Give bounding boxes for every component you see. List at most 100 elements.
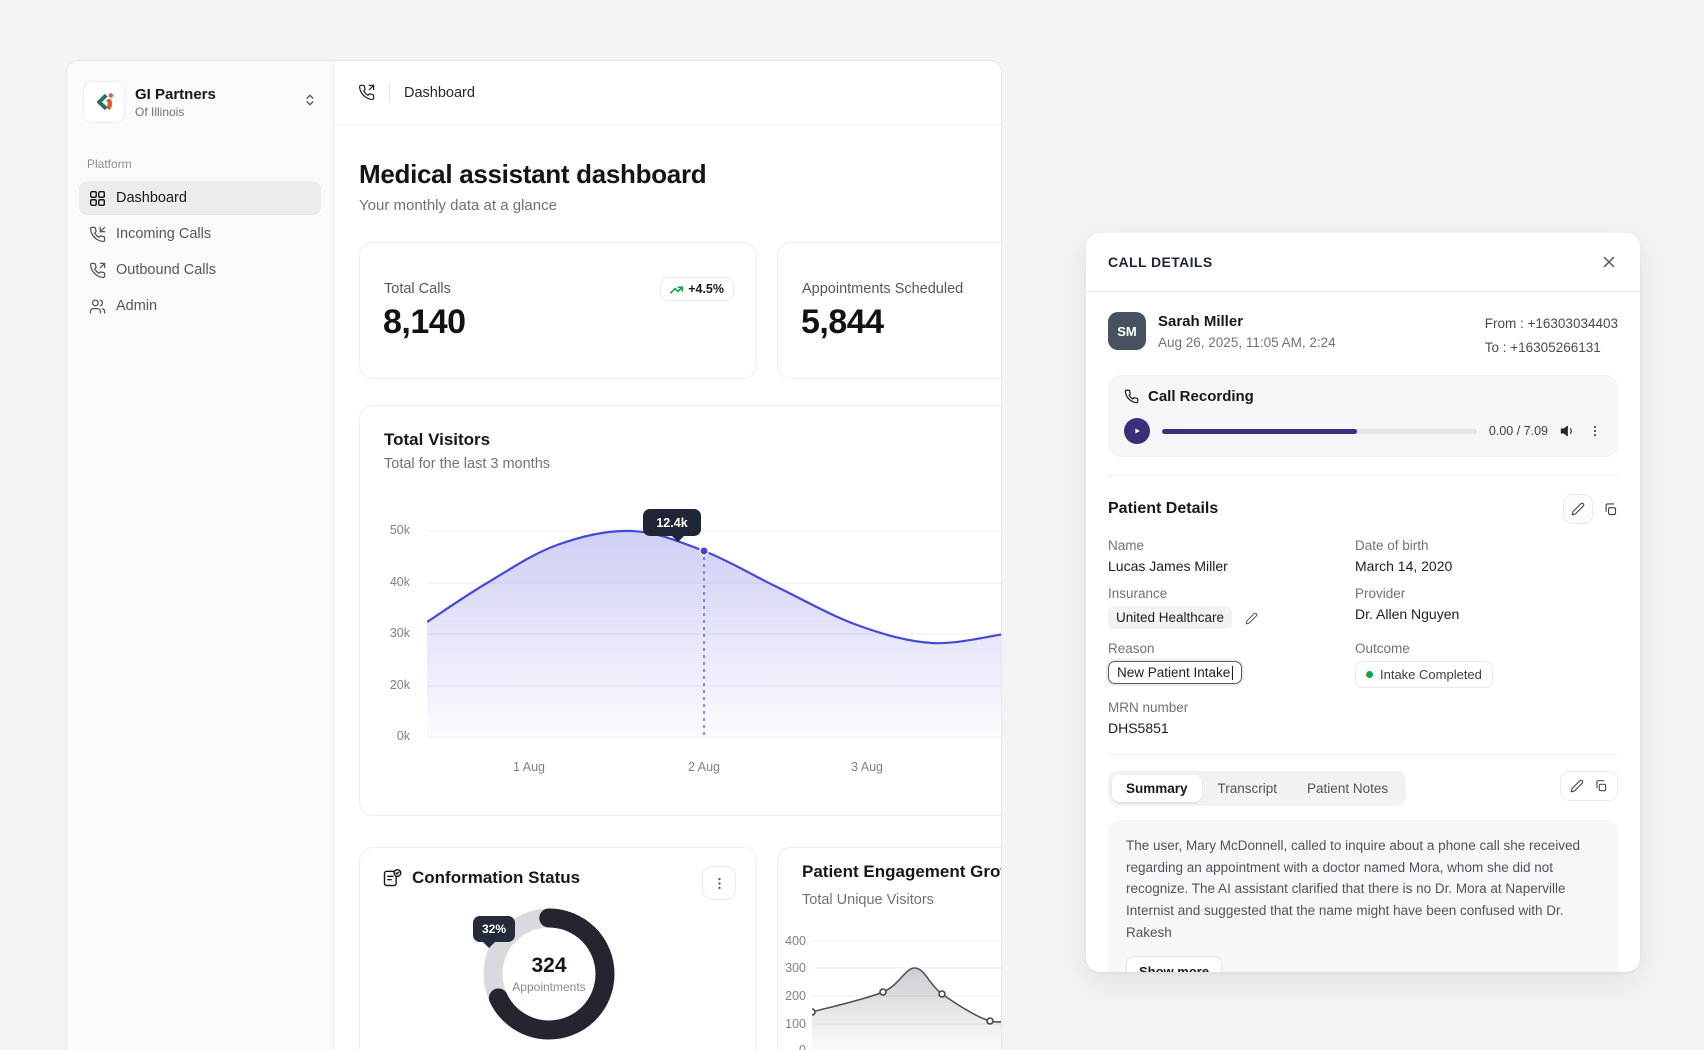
summary-text: The user, Mary McDonnell, called to inqu… <box>1126 838 1581 940</box>
gi-partners-logo-icon <box>96 93 114 111</box>
volume-icon[interactable] <box>1560 423 1576 439</box>
tab-patient-notes[interactable]: Patient Notes <box>1293 775 1402 802</box>
edit-summary-button[interactable] <box>1570 779 1584 793</box>
edit-button[interactable] <box>1563 494 1593 525</box>
call-recording-section: Call Recording 0.00 / 7.09 <box>1108 375 1618 458</box>
chart-tooltip-value: 12.4k <box>656 515 688 530</box>
sidebar-item-label: Incoming Calls <box>116 226 212 242</box>
close-button[interactable] <box>1600 253 1618 271</box>
patient-engagement-card: Patient Engagement Growth Total Unique V… <box>777 847 1001 1050</box>
engagement-line-chart <box>812 940 1001 1050</box>
copy-summary-button[interactable] <box>1594 779 1608 793</box>
divider <box>1108 475 1618 477</box>
sidebar-item-outbound-calls[interactable]: Outbound Calls <box>79 253 321 287</box>
kebab-menu-icon <box>717 877 721 889</box>
y-axis-tick: 30k <box>389 626 410 640</box>
donut-value: 324 <box>531 954 567 977</box>
org-name: GI Partners <box>135 85 216 103</box>
stat-value: 5,844 <box>801 303 884 341</box>
stat-card-total-calls: Total Calls +4.5% 8,140 <box>359 242 757 379</box>
field-dob: Date of birth March 14, 2020 <box>1355 538 1618 574</box>
panel-header: CALL DETAILS <box>1086 233 1640 292</box>
reason-value: New Patient Intake <box>1117 665 1231 681</box>
phone-icon <box>1124 389 1139 404</box>
y-axis-tick: 40k <box>389 575 410 589</box>
show-more-button[interactable]: Show more <box>1126 956 1223 972</box>
breadcrumb-bar: Dashboard <box>334 61 1001 125</box>
copy-button[interactable] <box>1603 502 1618 517</box>
x-axis-tick: 1 Aug <box>513 760 545 774</box>
close-icon <box>1603 256 1615 268</box>
chart-tooltip: 12.4k <box>643 509 701 542</box>
status-dot <box>1366 671 1373 679</box>
reason-input[interactable]: New Patient Intake <box>1108 661 1243 685</box>
divider <box>1108 754 1618 756</box>
donut-percentage-value: 32% <box>482 922 507 936</box>
patient-details-header: Patient Details <box>1108 494 1618 525</box>
x-axis-tick: 3 Aug <box>851 760 883 774</box>
card-title: Conformation Status <box>412 868 581 887</box>
sidebar-item-dashboard[interactable]: Dashboard <box>79 181 321 215</box>
caller-name: Sarah Miller <box>1158 313 1244 330</box>
y-axis-tick: 0 <box>799 1043 806 1050</box>
sidebar-item-label: Dashboard <box>116 190 187 206</box>
edit-insurance-button[interactable] <box>1245 612 1258 625</box>
sidebar-item-admin[interactable]: Admin <box>79 289 321 323</box>
copy-icon <box>1605 503 1617 515</box>
stat-trend-value: +4.5% <box>688 282 724 296</box>
call-numbers: From : +16303034403 To : +16305266131 <box>1485 312 1618 359</box>
player-menu-icon[interactable] <box>1588 424 1602 438</box>
org-switcher[interactable]: GI Partners Of Illinois <box>79 77 321 123</box>
chart-subtitle: Total for the last 3 months <box>384 456 551 472</box>
trending-up-icon <box>670 285 684 294</box>
clipboard-check-icon <box>383 868 402 887</box>
card-menu-button[interactable] <box>702 866 736 900</box>
stats-row: Total Calls +4.5% 8,140 Appointments Sch… <box>359 242 1001 379</box>
donut-unit: Appointments <box>512 980 586 994</box>
y-axis-tick: 300 <box>785 961 806 975</box>
progress-fill <box>1162 428 1358 434</box>
recording-title: Call Recording <box>1148 388 1254 406</box>
tab-transcript[interactable]: Transcript <box>1204 775 1292 802</box>
play-icon <box>1135 428 1140 434</box>
insurance-chip[interactable]: United Healthcare <box>1108 606 1233 630</box>
stat-label: Appointments Scheduled <box>802 281 964 297</box>
stat-trend-badge: +4.5% <box>660 277 734 301</box>
sidebar-item-label: Outbound Calls <box>116 262 216 278</box>
card-subtitle: Total Unique Visitors <box>802 892 934 908</box>
tab-summary[interactable]: Summary <box>1112 775 1202 803</box>
phone-outgoing-icon[interactable] <box>358 84 375 101</box>
playback-time: 0.00 / 7.09 <box>1488 424 1548 439</box>
pencil-icon <box>1571 503 1585 516</box>
field-label: Date of birth <box>1355 538 1429 554</box>
donut-center-label: 324 Appointments <box>474 899 624 1049</box>
field-mrn: MRN number DHS5851 <box>1108 700 1355 736</box>
y-axis-tick: 0k <box>396 729 410 743</box>
confirmation-status-card: Conformation Status 324 <box>359 847 757 1050</box>
progress-bar[interactable] <box>1162 428 1477 434</box>
stat-label: Total Calls <box>384 281 451 297</box>
field-provider: Provider Dr. Allen Nguyen <box>1355 586 1618 629</box>
call-to-number: To : +16305266131 <box>1484 339 1601 355</box>
y-axis-tick: 200 <box>785 989 806 1003</box>
field-label: Name <box>1108 538 1145 554</box>
visitors-chart-area: 50k 40k 30k 20k 0k <box>360 509 1001 752</box>
sidebar-item-incoming-calls[interactable]: Incoming Calls <box>79 217 321 251</box>
call-details-panel: CALL DETAILS SM Sarah Miller Aug 26, 202… <box>1086 233 1640 972</box>
sidebar-section-label: Platform <box>87 157 132 171</box>
call-datetime: Aug 26, 2025, 11:05 AM, 2:24 <box>1158 335 1336 350</box>
org-subtitle: Of Illinois <box>135 104 185 119</box>
patient-actions <box>1563 494 1618 525</box>
recording-header: Call Recording <box>1124 388 1602 405</box>
breadcrumb[interactable]: Dashboard <box>404 84 475 101</box>
caller-info-row: SM Sarah Miller Aug 26, 2025, 11:05 AM, … <box>1108 312 1618 359</box>
main-content: Dashboard Medical assistant dashboard Yo… <box>334 61 1001 1050</box>
visitors-line-chart <box>427 529 1001 738</box>
text-caret <box>1232 665 1234 680</box>
org-logo <box>83 81 125 123</box>
field-label: MRN number <box>1108 700 1189 716</box>
play-button[interactable] <box>1124 418 1150 445</box>
field-value: Lucas James Miller <box>1108 558 1228 575</box>
breadcrumb-separator <box>389 83 390 102</box>
